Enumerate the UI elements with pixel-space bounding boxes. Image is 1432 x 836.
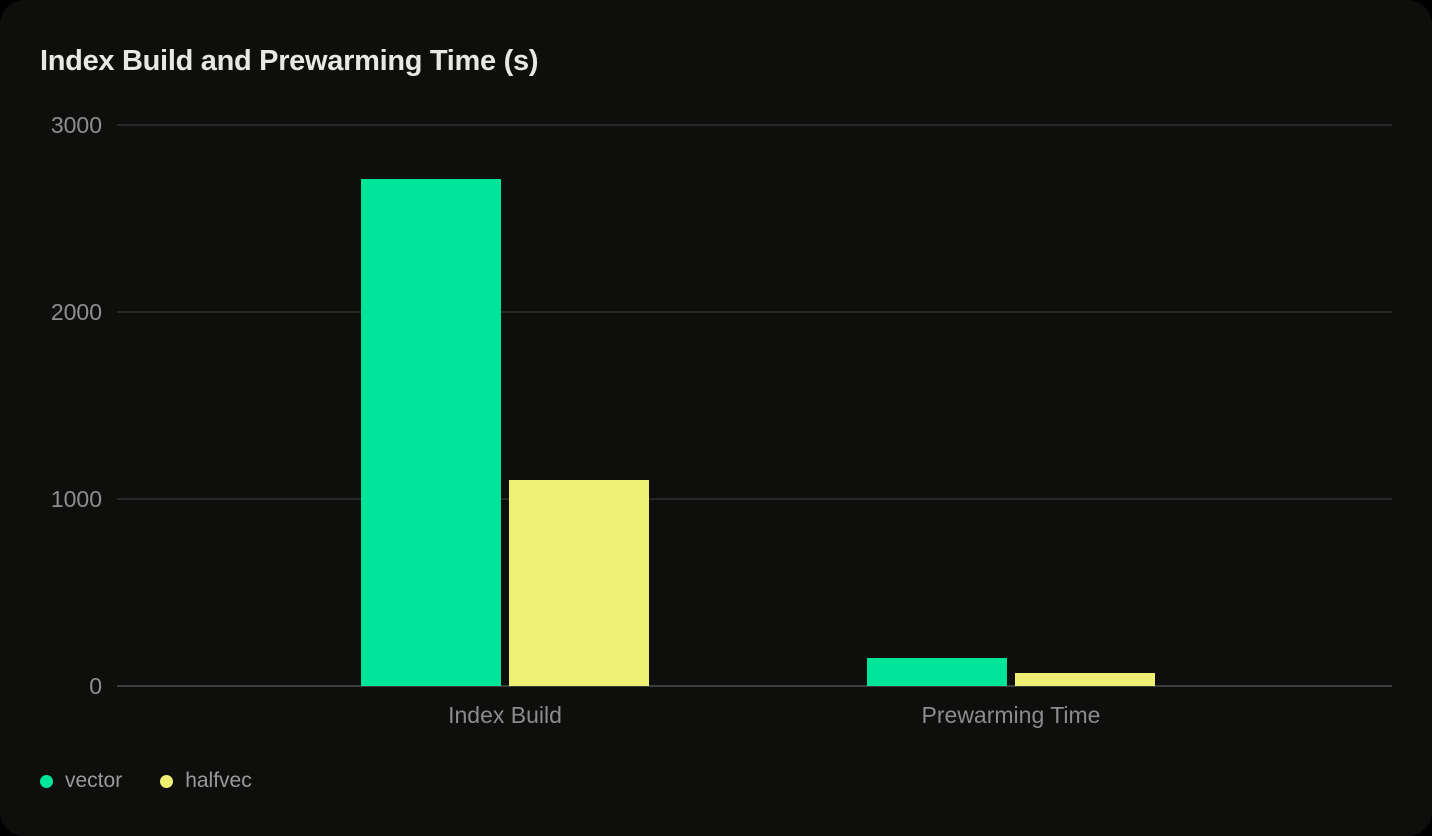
legend-label-halfvec: halfvec <box>185 769 252 792</box>
legend-dot-vector-icon <box>40 774 53 788</box>
legend-item-vector[interactable]: vector <box>40 768 122 794</box>
legend-item-halfvec[interactable]: halfvec <box>160 768 252 794</box>
x-axis-label-index-build: Index Build <box>448 702 562 728</box>
gridline-0 <box>117 685 1392 687</box>
y-axis-label-0: 0 <box>89 673 102 699</box>
bar-halfvec-prewarming-time <box>1015 672 1155 686</box>
plot-area <box>117 124 1392 687</box>
gridline-3000 <box>117 124 1392 126</box>
gridline-2000 <box>117 311 1392 313</box>
legend-label-vector: vector <box>65 769 123 792</box>
y-axis-label-1000: 1000 <box>50 486 102 512</box>
gridline-1000 <box>117 498 1392 500</box>
y-axis-label-3000: 3000 <box>50 112 102 138</box>
legend-dot-halfvec-icon <box>160 774 174 788</box>
bar-vector-prewarming-time <box>867 657 1007 686</box>
x-axis-label-prewarming-time: Prewarming Time <box>921 702 1101 728</box>
bar-vector-index-build <box>361 179 501 686</box>
chart-title: Index Build and Prewarming Time (s) <box>40 45 539 77</box>
bar-halfvec-index-build <box>509 480 649 686</box>
chart-legend: vector halfvec <box>40 768 252 794</box>
y-axis-label-2000: 2000 <box>50 299 102 325</box>
